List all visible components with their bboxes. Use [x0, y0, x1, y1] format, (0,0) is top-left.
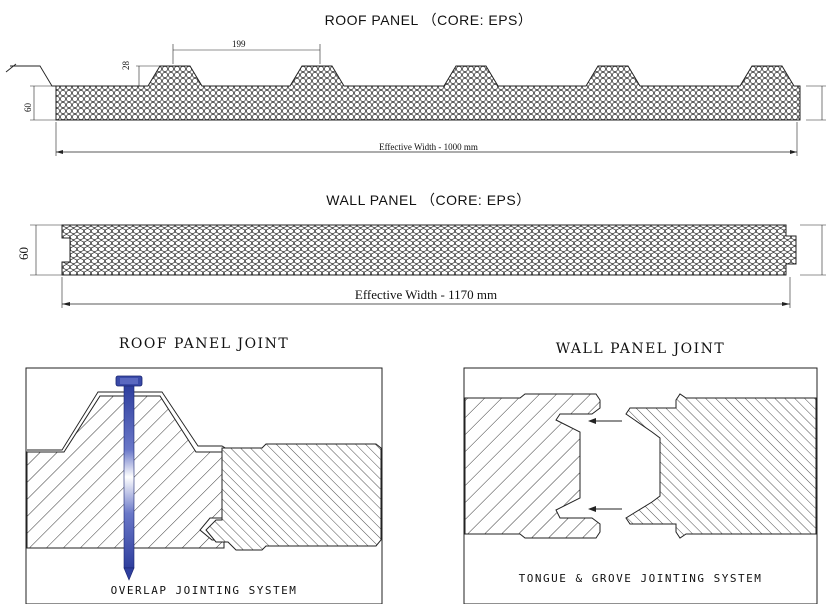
roof-effective-width-label: Effective Width - 1000 mm: [379, 142, 478, 152]
wall-joint-title: WALL PANEL JOINT: [555, 341, 726, 357]
arrow-icon: [588, 506, 622, 512]
rib-height-label: 28: [121, 61, 131, 70]
wall-panel-drawing: [30, 224, 826, 308]
roof-panel-title: ROOF PANEL （CORE: EPS）: [324, 12, 533, 28]
wall-panel-title: WALL PANEL （CORE: EPS）: [326, 192, 531, 208]
wall-panel-core: [61, 224, 797, 276]
wall-joint-right-panel: [625, 393, 817, 539]
roof-panel-drawing: [5, 44, 826, 156]
wall-joint-left-panel: [464, 393, 601, 539]
roof-panel-core: [55, 65, 801, 121]
arrow-icon: [588, 418, 622, 424]
wall-joint-drawing: [463, 367, 818, 604]
screw-icon: [115, 375, 143, 581]
roof-panel-top-sheet: [10, 65, 148, 87]
roof-joint-drawing: [25, 367, 383, 604]
wall-joint-frame: [463, 367, 818, 604]
roof-thickness-label: 60: [23, 103, 33, 112]
roof-joint-frame: [25, 367, 383, 604]
roof-joint-caption: OVERLAP JOINTING SYSTEM: [110, 584, 298, 597]
wall-joint-caption: TONGUE & GROVE JOINTING SYSTEM: [518, 572, 763, 585]
wall-effective-width-label: Effective Width - 1170 mm: [354, 287, 498, 302]
roof-joint-right-panel: [205, 443, 382, 551]
roof-joint-title: ROOF PANEL JOINT: [118, 336, 290, 352]
rib-spacing-label: 199: [232, 39, 246, 49]
wall-thickness-label: 60: [16, 247, 31, 260]
